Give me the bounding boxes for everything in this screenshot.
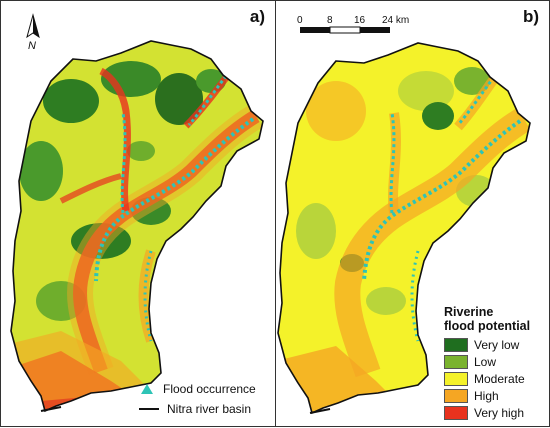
scale-tick-0: 0: [297, 15, 303, 26]
legend-basin: Nitra river basin: [167, 402, 252, 416]
basin-map-a: N: [10, 13, 264, 413]
scale-bar: 0 8 16 24 km: [297, 15, 409, 34]
legend-b: Riverine flood potential Very low Low Mode…: [444, 305, 530, 421]
legend-flood-occurrence: Flood occurrence: [163, 382, 256, 396]
panel-a: N a) Flood occurrence Nitra river basin: [0, 0, 276, 427]
basin-outline-b: [277, 42, 531, 415]
scale-tick-24: 24 km: [382, 15, 409, 26]
panel-b: 0 8 16 24 km b) Riverine flood potential…: [276, 0, 550, 427]
legend-class-label: Low: [474, 354, 497, 369]
legend-class-1: Low: [444, 353, 530, 370]
legend-class-label: Very low: [474, 337, 520, 352]
legend-class-label: Very high: [474, 405, 525, 420]
basin-outline-a: [10, 40, 264, 413]
legend-swatch: [444, 354, 468, 369]
legend-class-label: High: [474, 388, 499, 403]
legend-swatch: [444, 371, 468, 386]
scale-tick-8: 8: [327, 15, 333, 26]
legend-title-1: Riverine: [444, 305, 494, 319]
basin-map-b: 0 8 16 24 km: [277, 15, 531, 415]
legend-swatch: [444, 388, 468, 403]
legend-class-3: High: [444, 387, 530, 404]
legend-class-4: Very high: [444, 404, 530, 421]
legend-title-2: flood potential: [444, 319, 531, 333]
triangle-icon: [141, 384, 153, 394]
north-arrow-icon: [26, 13, 40, 39]
north-label: N: [28, 40, 36, 52]
legend-a: Flood occurrence Nitra river basin: [139, 379, 256, 419]
legend-class-label: Moderate: [474, 371, 525, 386]
legend-class-0: Very low: [444, 336, 530, 353]
legend-class-2: Moderate: [444, 370, 530, 387]
panel-b-label: b): [522, 7, 539, 26]
legend-swatch: [444, 405, 468, 420]
scale-tick-16: 16: [354, 15, 366, 26]
panel-a-label: a): [249, 7, 265, 26]
legend-swatch: [444, 337, 468, 352]
line-icon: [139, 408, 159, 410]
